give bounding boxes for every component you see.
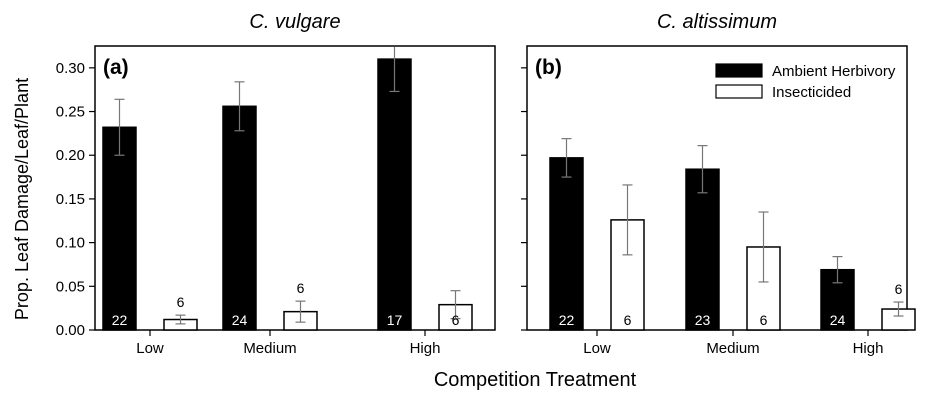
sample-size-label: 23 (695, 312, 711, 328)
panel-label: (a) (103, 56, 129, 79)
panel-label: (b) (535, 56, 562, 79)
legend-label: Ambient Herbivory (772, 63, 896, 80)
y-tick-label: 0.10 (56, 235, 85, 252)
bar-ambient (222, 105, 257, 331)
y-tick-label: 0.30 (56, 60, 85, 77)
x-tick-label: Low (583, 340, 611, 357)
x-tick-label: Medium (243, 340, 296, 357)
panel-0: C. vulgare (a) 0.00 0.05 0.10 0.15 0.20 0.25 0.3… (56, 11, 496, 357)
sample-size-label: 17 (387, 312, 403, 328)
legend-swatch (715, 84, 763, 99)
sample-size-label: 6 (760, 312, 768, 328)
bar-ambient (102, 126, 137, 331)
panel-title: C. altissimum (657, 11, 777, 33)
x-tick-label: High (853, 340, 884, 357)
sample-size-label: 6 (452, 312, 460, 328)
sample-size-label: 6 (624, 312, 632, 328)
sample-size-label: 22 (112, 312, 128, 328)
sample-size-label: 24 (232, 312, 248, 328)
sample-size-label: 6 (177, 294, 185, 310)
bar-ambient (377, 58, 412, 331)
x-tick-label: Medium (706, 340, 759, 357)
y-tick-label: 0.25 (56, 104, 85, 121)
x-axis-title: Competition Treatment (434, 369, 637, 391)
sample-size-label: 24 (830, 312, 846, 328)
y-tick-label: 0.05 (56, 278, 85, 295)
plot-frame (94, 45, 496, 331)
y-axis-title: Prop. Leaf Damage/Leaf/Plant (12, 78, 32, 320)
panel-title: C. vulgare (249, 11, 340, 33)
sample-size-label: 22 (559, 312, 575, 328)
sample-size-label: 6 (297, 280, 305, 296)
y-tick-label: 0.20 (56, 147, 85, 164)
legend-label: Insecticided (772, 84, 851, 101)
legend-swatch (715, 63, 763, 78)
bar-ambient (685, 168, 720, 331)
y-tick-label: 0.15 (56, 191, 85, 208)
y-tick-label: 0.00 (56, 322, 85, 339)
bar-ambient (549, 157, 584, 331)
x-tick-label: High (410, 340, 441, 357)
plots: C. vulgare (a) 0.00 0.05 0.10 0.15 0.20 0.25 0.3… (56, 11, 916, 357)
sample-size-label: 6 (895, 281, 903, 297)
x-tick-label: Low (136, 340, 164, 357)
